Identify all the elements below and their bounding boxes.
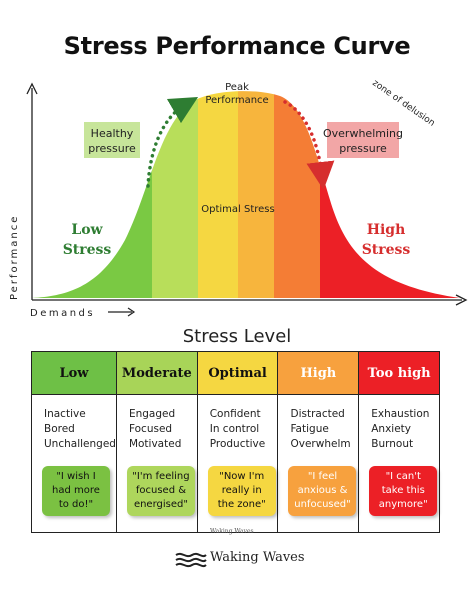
stress-column-optimal: Optimal Confident In control Productive …: [197, 352, 279, 532]
y-axis-arrow-icon: [26, 82, 38, 95]
column-items: Exhaustion Anxiety Burnout: [359, 395, 439, 452]
quote-line: anymore": [378, 499, 428, 510]
stress-level-title: Stress Level: [182, 326, 292, 347]
healthy-line2: pressure: [88, 142, 136, 155]
healthy-pressure-label: Healthy pressure: [84, 122, 140, 158]
low-stress-line2: Stress: [63, 242, 112, 258]
band-moderate: [152, 91, 198, 298]
x-axis-arrow-icon: [455, 294, 468, 306]
overwhelming-pressure-label: Overwhelming pressure: [323, 122, 403, 158]
quote-bubble: "Now I'm really in the zone": [207, 466, 276, 516]
healthy-pressure-arrow: [146, 96, 199, 188]
quote-line: "I wish I: [56, 471, 96, 482]
list-item: Unchallenged: [44, 438, 116, 450]
quote-line: had more: [52, 485, 100, 496]
page-title: Stress Performance Curve: [63, 32, 411, 60]
list-item: Confident: [209, 408, 261, 420]
overwhelming-line2: pressure: [339, 142, 387, 155]
quote-line: "I can't: [385, 471, 421, 482]
healthy-line1: Healthy: [91, 127, 134, 140]
column-items: Engaged Focused Motivated: [117, 395, 197, 452]
list-item: Distracted: [290, 408, 345, 420]
column-items: Inactive Bored Unchallenged: [32, 395, 116, 452]
overwhelming-pressure-arrow: [283, 100, 335, 190]
high-stress-line1: High: [367, 222, 406, 238]
list-item: Motivated: [128, 438, 182, 450]
column-header: Optimal: [197, 352, 278, 395]
peak-line1: Peak: [225, 82, 249, 93]
list-item: Fatigue: [290, 423, 329, 435]
column-header-label: Low: [59, 365, 89, 381]
band-optimal-right: [238, 91, 274, 298]
list-item: Anxiety: [371, 423, 412, 435]
quote-line: take this: [381, 485, 425, 496]
quote-line: really in: [221, 485, 262, 496]
band-low: [32, 91, 152, 298]
stress-level-table: Low Inactive Bored Unchallenged "I wish …: [31, 351, 440, 533]
column-header-label: Moderate: [121, 365, 192, 381]
list-item: In control: [209, 423, 260, 435]
quote-line: unfocused": [294, 499, 351, 510]
footer-small-credit: Waking Waves: [210, 528, 254, 535]
low-stress-line1: Low: [71, 222, 103, 238]
stress-column-moderate: Moderate Engaged Focused Motivated "I'm …: [116, 352, 198, 532]
quote-line: the zone": [217, 499, 266, 510]
x-axis-label: Demands: [30, 308, 95, 319]
brand-name: Waking Waves: [210, 550, 305, 565]
peak-line2: Performance: [205, 95, 268, 106]
column-items: Distracted Fatigue Overwhelm: [278, 395, 358, 452]
stress-column-high: High Distracted Fatigue Overwhelm "I fee…: [278, 352, 360, 532]
list-item: Burnout: [371, 438, 414, 450]
list-item: Productive: [209, 438, 266, 450]
y-axis-label: Performance: [9, 215, 20, 300]
list-item: Overwhelm: [290, 438, 351, 450]
quote-line: energised": [133, 499, 188, 510]
column-header-label: Too high: [367, 365, 431, 381]
quote-line: "I'm feeling: [132, 471, 190, 482]
column-header: High: [278, 352, 359, 395]
optimal-stress-label: Optimal Stress: [201, 204, 274, 215]
column-header: Moderate: [116, 352, 197, 395]
high-stress-line2: Stress: [362, 242, 411, 258]
stress-curve-diagram: Healthy pressure Overwhelming pressure P…: [9, 78, 468, 319]
list-item: Exhaustion: [371, 408, 430, 420]
list-item: Focused: [128, 423, 173, 435]
column-header: Low: [32, 352, 116, 395]
stress-column-too-high: Too high Exhaustion Anxiety Burnout "I c…: [359, 352, 440, 532]
x-label-arrow-icon: [127, 307, 136, 317]
quote-bubble: "I feel anxious & unfocused": [288, 466, 357, 516]
zone-of-delusion-label: zone of delusion: [370, 78, 436, 128]
list-item: Engaged: [128, 408, 176, 420]
quote-line: "Now I'm: [219, 471, 265, 482]
list-item: Inactive: [44, 408, 86, 420]
waves-logo-icon: [175, 552, 207, 568]
stress-column-low: Low Inactive Bored Unchallenged "I wish …: [32, 352, 117, 532]
overwhelming-line1: Overwhelming: [323, 127, 403, 140]
column-header-label: High: [300, 365, 337, 381]
band-optimal-left: [198, 91, 238, 298]
quote-bubble: "I wish I had more to do!": [42, 466, 110, 516]
quote-line: focused &: [135, 485, 187, 496]
band-high: [274, 91, 320, 298]
quote-line: "I feel: [307, 471, 338, 482]
column-header: Too high: [359, 352, 440, 395]
quote-line: anxious &: [297, 485, 348, 496]
list-item: Bored: [44, 423, 75, 435]
quote-bubble: "I can't take this anymore": [369, 466, 438, 516]
column-items: Confident In control Productive: [198, 395, 278, 452]
column-header-label: Optimal: [208, 365, 267, 381]
quote-bubble: "I'm feeling focused & energised": [126, 466, 195, 516]
quote-line: to do!": [58, 499, 94, 510]
